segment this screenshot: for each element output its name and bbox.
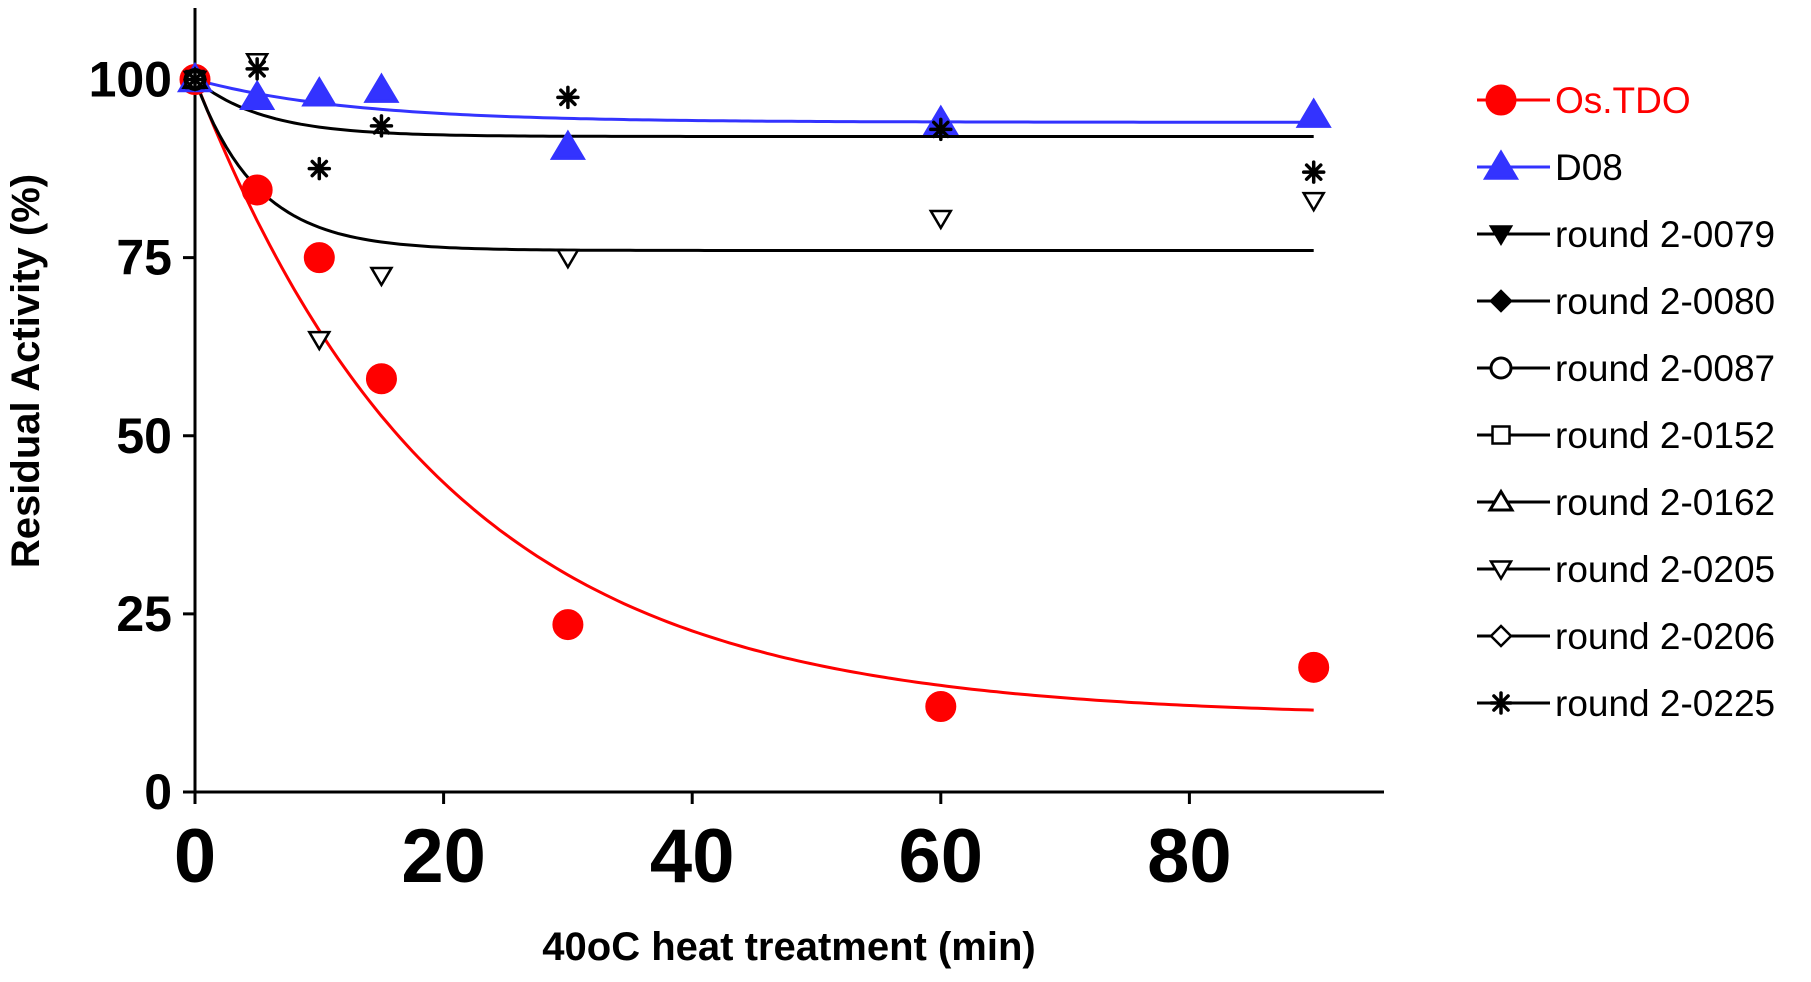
legend-entry: round 2-0205	[1477, 549, 1775, 590]
y-tick-label: 100	[89, 52, 172, 108]
legend-entry: round 2-0162	[1477, 482, 1775, 523]
data-point	[555, 248, 581, 270]
data-point	[556, 85, 580, 110]
legend-marker	[1489, 289, 1513, 313]
legend-label: Os.TDO	[1555, 80, 1691, 121]
x-tick-label: 40	[650, 814, 735, 899]
data-point	[1295, 97, 1332, 128]
legend-label: round 2-0205	[1555, 549, 1775, 590]
y-axis-label: Residual Activity (%)	[4, 174, 48, 568]
fit-curve-1	[194, 78, 1314, 124]
legend-entry: round 2-0152	[1477, 415, 1775, 456]
data-point	[369, 266, 394, 288]
y-tick-label: 50	[116, 408, 172, 464]
data-point	[307, 330, 332, 352]
data-point	[929, 117, 953, 142]
legend: Os.TDO D08 round 2-0079 round 2-0080 round 2…	[1477, 80, 1775, 724]
x-axis-label: 40oC heat treatment (min)	[542, 925, 1035, 969]
legend-marker	[1491, 425, 1511, 445]
legend-label: round 2-0206	[1555, 616, 1775, 657]
data-point	[239, 79, 276, 111]
data-point	[365, 363, 397, 395]
legend-marker	[1489, 356, 1513, 380]
x-tick-label: 20	[401, 814, 486, 899]
legend-label: round 2-0152	[1555, 415, 1775, 456]
data-point	[928, 209, 953, 231]
data-point	[245, 57, 269, 81]
axes	[193, 8, 1384, 794]
data-point	[307, 156, 332, 181]
legend-entry: round 2-0225	[1477, 683, 1775, 724]
legend-marker	[1482, 149, 1520, 180]
data-point	[303, 242, 335, 274]
legend-marker	[1485, 84, 1517, 116]
legend-marker	[1488, 560, 1514, 581]
legend-label: round 2-0087	[1555, 348, 1775, 389]
fit-curves	[193, 78, 1314, 712]
legend-entry: round 2-0087	[1477, 348, 1775, 389]
legend-marker	[1488, 225, 1514, 246]
y-tick-label: 75	[116, 230, 172, 286]
data-point	[301, 76, 338, 107]
legend-entry: Os.TDO	[1477, 80, 1691, 121]
fit-curve-0	[193, 78, 1314, 712]
legend-label: D08	[1555, 147, 1623, 188]
x-tick-label: 80	[1147, 814, 1232, 899]
data-point	[549, 129, 586, 160]
data-point	[183, 67, 207, 92]
legend-label: round 2-0079	[1555, 214, 1775, 255]
data-points	[176, 52, 1332, 722]
data-point	[1301, 191, 1326, 213]
data-point	[241, 174, 273, 206]
data-point	[925, 691, 957, 722]
legend-label: round 2-0225	[1555, 683, 1775, 724]
legend-entry: round 2-0079	[1477, 214, 1775, 255]
x-tick-label: 60	[899, 814, 984, 899]
y-tick-label: 0	[144, 764, 172, 820]
legend-marker	[1487, 488, 1515, 512]
legend-label: round 2-0162	[1555, 482, 1775, 523]
data-point	[1298, 651, 1330, 683]
data-point	[363, 72, 400, 103]
legend-entry: round 2-0080	[1477, 281, 1775, 322]
data-point	[1301, 160, 1326, 184]
legend-label: round 2-0080	[1555, 281, 1775, 322]
legend-marker	[1489, 691, 1513, 715]
legend-marker	[1489, 624, 1513, 648]
data-point	[552, 609, 584, 641]
y-ticks: 0 25 50 75 100	[89, 52, 195, 820]
x-ticks: 0 20 40 60 80	[174, 792, 1232, 899]
x-tick-label: 0	[174, 814, 216, 899]
fit-curve-7	[193, 78, 1314, 252]
data-point	[369, 114, 394, 138]
legend-entry: round 2-0206	[1477, 616, 1775, 657]
y-tick-label: 25	[116, 586, 172, 642]
legend-entry: D08	[1477, 147, 1623, 188]
